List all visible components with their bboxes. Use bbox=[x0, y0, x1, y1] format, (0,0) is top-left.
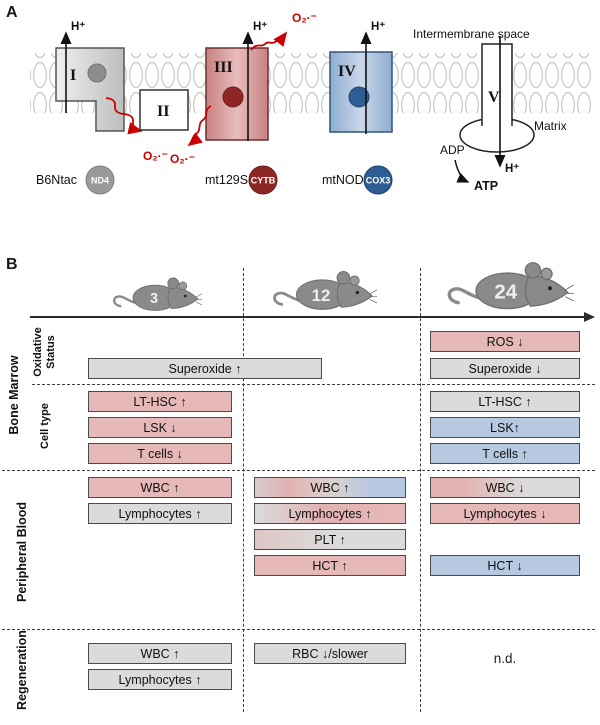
box-regen-wbc-3mo: WBC ↑ bbox=[88, 643, 232, 664]
proton-label-complex-iii: H⁺ bbox=[253, 21, 267, 33]
panel-a-label: A bbox=[6, 4, 18, 21]
matrix-label: Matrix bbox=[534, 119, 567, 133]
cox3-gene-label: COX3 bbox=[366, 176, 391, 186]
side-label-oxidative-status: Oxidative Status bbox=[32, 327, 57, 377]
nd4-gene-label: ND4 bbox=[91, 176, 109, 186]
strain-b6ntac-label: B6Ntac bbox=[36, 173, 77, 187]
row-divider-oxidative-celltype bbox=[32, 384, 595, 385]
cox3-badge bbox=[363, 165, 393, 195]
column-divider-3-12 bbox=[243, 268, 244, 712]
complex-i-subunit-dot bbox=[87, 63, 107, 83]
electron-transport-chain-diagram: I H⁺ O₂·⁻ II III H⁺ O₂·⁻ O₂·⁻ IV H⁺ V H⁺… bbox=[30, 11, 592, 195]
box-wbc-12mo: WBC ↑ bbox=[254, 477, 406, 498]
proton-label-complex-i: H⁺ bbox=[71, 21, 85, 33]
mouse-24-months: 24 bbox=[446, 250, 574, 318]
box-tcells-24mo: T cells ↑ bbox=[430, 443, 580, 464]
box-lthsc-3mo: LT-HSC ↑ bbox=[88, 391, 232, 412]
box-superoxide-3-12mo: Superoxide ↑ bbox=[88, 358, 322, 379]
complex-iv-label: IV bbox=[338, 63, 356, 80]
proton-label-complex-iv: H⁺ bbox=[371, 21, 385, 33]
box-tcells-3mo: T cells ↓ bbox=[88, 443, 232, 464]
mouse-12-months: 12 bbox=[272, 261, 377, 317]
cytb-badge bbox=[248, 165, 278, 195]
row-divider-peripheral-regeneration bbox=[2, 629, 595, 630]
proton-label-complex-v: H⁺ bbox=[505, 163, 519, 175]
side-label-regeneration: Regeneration bbox=[15, 630, 29, 710]
box-regen-lymphocytes-3mo: Lymphocytes ↑ bbox=[88, 669, 232, 690]
box-lymphocytes-3mo: Lymphocytes ↑ bbox=[88, 503, 232, 524]
superoxide-label-complex-iii-top: O₂·⁻ bbox=[292, 11, 317, 25]
box-regen-rbc-12mo: RBC ↓/slower bbox=[254, 643, 406, 664]
box-lymphocytes-24mo: Lymphocytes ↓ bbox=[430, 503, 580, 524]
complex-v-label: V bbox=[488, 89, 500, 106]
box-plt-12mo: PLT ↑ bbox=[254, 529, 406, 550]
nd4-badge bbox=[85, 165, 115, 195]
adp-to-atp-arrow bbox=[454, 159, 470, 183]
side-label-bone-marrow: Bone Marrow bbox=[7, 355, 21, 435]
complex-iii-subunit-dot bbox=[222, 86, 244, 108]
box-hct-12mo: HCT ↑ bbox=[254, 555, 406, 576]
cytb-gene-label: CYTB bbox=[251, 176, 276, 186]
complex-v-stalk bbox=[481, 43, 513, 126]
column-divider-12-24 bbox=[420, 268, 421, 712]
box-ros-24mo: ROS ↓ bbox=[430, 331, 580, 352]
box-superoxide-24mo: Superoxide ↓ bbox=[430, 358, 580, 379]
box-lsk-24mo: LSK↑ bbox=[430, 417, 580, 438]
timeline-axis bbox=[30, 316, 586, 318]
mouse-age-3: 3 bbox=[150, 291, 158, 307]
complex-ii-label: II bbox=[157, 103, 169, 120]
mouse-age-24: 24 bbox=[494, 281, 517, 303]
superoxide-arrow-complex-iii-bottom bbox=[187, 105, 212, 147]
complex-iv-subunit-dot bbox=[348, 86, 370, 108]
regen-nd-24mo: n.d. bbox=[493, 651, 517, 666]
box-lymphocytes-12mo: Lymphocytes ↑ bbox=[254, 503, 406, 524]
superoxide-label-complex-iii-bottom: O₂·⁻ bbox=[170, 152, 195, 166]
side-label-peripheral-blood: Peripheral Blood bbox=[15, 501, 29, 603]
mouse-age-12: 12 bbox=[312, 286, 331, 305]
row-divider-bonemarrow-peripheral bbox=[2, 470, 595, 471]
superoxide-arrow-complex-iii-top bbox=[250, 31, 288, 51]
box-lthsc-24mo: LT-HSC ↑ bbox=[430, 391, 580, 412]
box-hct-24mo: HCT ↓ bbox=[430, 555, 580, 576]
complex-ii-shape bbox=[139, 89, 189, 131]
complex-i-label: I bbox=[70, 67, 76, 84]
intermembrane-space-label: Intermembrane space bbox=[413, 27, 530, 41]
complex-iii-label: III bbox=[214, 59, 233, 76]
box-wbc-24mo: WBC ↓ bbox=[430, 477, 580, 498]
superoxide-arrow-complex-i bbox=[105, 97, 143, 135]
complex-i-shape bbox=[55, 47, 125, 132]
mouse-3-months: 3 bbox=[112, 269, 202, 317]
panel-b-label: B bbox=[6, 256, 18, 273]
strain-mt129s1-label: mt129S1 bbox=[205, 173, 255, 187]
adp-label: ADP bbox=[440, 143, 465, 157]
timeline-arrowhead bbox=[584, 311, 595, 322]
strain-mtnod-label: mtNOD* bbox=[322, 173, 369, 187]
box-wbc-3mo: WBC ↑ bbox=[88, 477, 232, 498]
atp-label: ATP bbox=[474, 179, 498, 193]
box-lsk-3mo: LSK ↓ bbox=[88, 417, 232, 438]
side-label-cell-type: Cell type bbox=[39, 403, 51, 449]
superoxide-label-complex-i: O₂·⁻ bbox=[143, 149, 168, 163]
